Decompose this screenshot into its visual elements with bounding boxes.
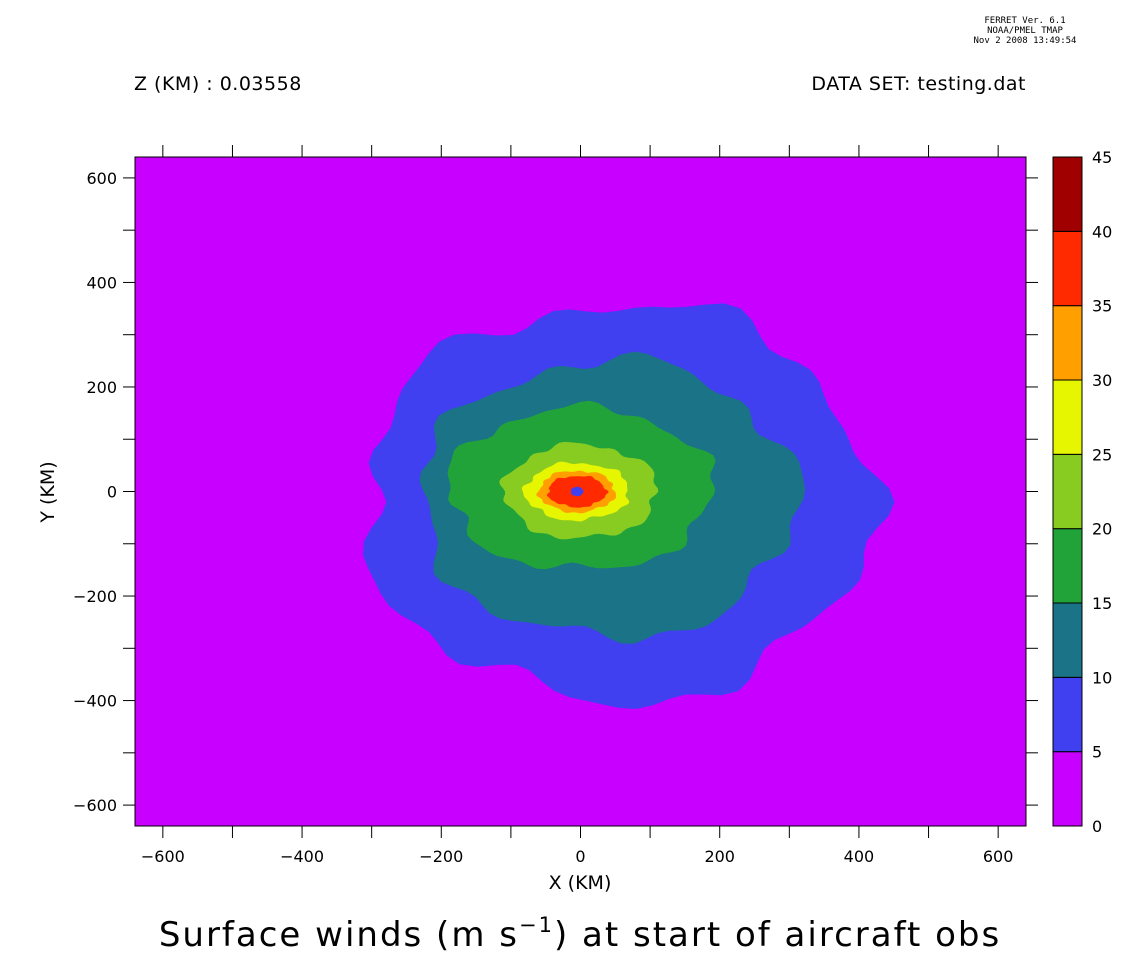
x-tick-label: 200: [704, 847, 735, 866]
y-tick-label: 400: [86, 273, 117, 292]
y-tick-label: 0: [107, 483, 117, 502]
colorbar-tick-label: 45: [1092, 148, 1112, 167]
y-tick-label: 600: [86, 169, 117, 188]
y-tick-label: −400: [73, 692, 117, 711]
colorbar-tick-label: 35: [1092, 297, 1112, 316]
colorbar-swatch: [1052, 305, 1083, 381]
colorbar-swatch: [1052, 379, 1083, 455]
colorbar-tick-label: 0: [1092, 817, 1102, 836]
x-tick-label: 400: [844, 847, 875, 866]
ferret-org: NOAA/PMEL TMAP: [987, 26, 1063, 36]
colorbar-swatch: [1052, 676, 1083, 753]
x-tick-label: 0: [575, 847, 585, 866]
x-tick-label: −600: [141, 847, 185, 866]
colorbar-tick-label: 10: [1092, 668, 1112, 687]
x-axis-label: X (KM): [549, 872, 612, 894]
x-tick-label: −200: [419, 847, 463, 866]
colorbar-tick-label: 30: [1092, 371, 1112, 390]
chart-title-superscript: −1: [519, 913, 554, 937]
y-tick-label: −600: [73, 796, 117, 815]
colorbar-tick-label: 5: [1092, 743, 1102, 762]
y-tick-label: −200: [73, 587, 117, 606]
colorbar-tick-label: 20: [1092, 520, 1112, 539]
chart-title-suffix: ) at start of aircraft obs: [554, 915, 1001, 955]
dataset-label: DATA SET: testing.dat: [811, 73, 1026, 95]
colorbar-tick-label: 15: [1092, 594, 1112, 613]
chart-title-main: Surface winds (m s: [159, 915, 519, 955]
y-tick-label: 200: [86, 378, 117, 397]
colorbar-swatch: [1052, 156, 1083, 232]
colorbar-swatch: [1052, 453, 1083, 530]
colorbar-swatch: [1052, 602, 1083, 678]
colorbar-swatch: [1052, 230, 1083, 307]
x-tick-label: −400: [280, 847, 324, 866]
contour-band-5-10: [570, 486, 584, 497]
colorbar-swatch: [1052, 751, 1083, 827]
axes: −600 −400 −200 0 200 400 600 −600 −400 −200 0 200 40…: [73, 145, 1038, 866]
z-level-label: Z (KM) : 0.03558: [134, 73, 302, 95]
y-axis-label: Y (KM): [37, 461, 59, 523]
x-tick-label: 600: [983, 847, 1014, 866]
colorbar-swatch: [1052, 528, 1083, 604]
contour-plot-area: [135, 157, 1026, 826]
chart-title: Surface winds (m s−1) at start of aircra…: [159, 913, 1001, 955]
colorbar-tick-label: 40: [1092, 222, 1112, 241]
colorbar-legend: 0 5 10 15 20 25 30 35 40 45: [1052, 148, 1112, 836]
plot-timestamp: Nov 2 2008 13:49:54: [973, 36, 1077, 46]
colorbar-tick-label: 25: [1092, 445, 1112, 464]
ferret-version: FERRET Ver. 6.1: [984, 16, 1066, 26]
